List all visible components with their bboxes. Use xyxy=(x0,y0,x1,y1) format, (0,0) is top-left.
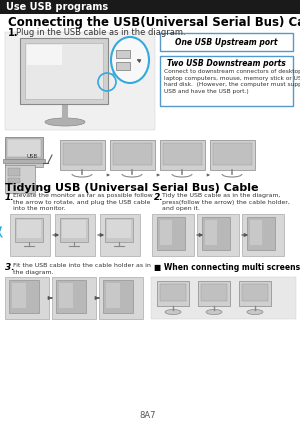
Ellipse shape xyxy=(111,37,149,83)
Bar xyxy=(63,143,102,165)
Bar xyxy=(62,105,68,123)
Bar xyxy=(116,62,130,70)
Ellipse shape xyxy=(247,309,263,314)
Bar xyxy=(62,220,86,238)
Bar xyxy=(116,50,130,58)
Bar xyxy=(5,137,43,167)
Text: 3.: 3. xyxy=(5,263,15,272)
Bar xyxy=(202,217,230,250)
Bar xyxy=(151,277,296,319)
Bar xyxy=(8,178,20,183)
Text: Elevate the monitor as far as possible follow
the arrow to rotate, and plug the : Elevate the monitor as far as possible f… xyxy=(13,193,153,211)
Bar xyxy=(197,214,239,256)
Text: Fit the USB cable into the cable holder as in
the diagram.: Fit the USB cable into the cable holder … xyxy=(13,263,151,275)
Ellipse shape xyxy=(45,118,85,126)
Bar xyxy=(56,280,86,313)
Bar xyxy=(152,214,194,256)
Bar xyxy=(213,143,252,165)
Bar xyxy=(242,284,268,301)
Bar xyxy=(239,281,271,306)
Bar xyxy=(205,220,217,245)
Bar xyxy=(113,143,152,165)
Bar xyxy=(107,220,131,238)
Bar xyxy=(160,284,186,301)
Text: Tidy the USB cable as in the diagram,
press(follow the arrow) the cable holder,
: Tidy the USB cable as in the diagram, pr… xyxy=(162,193,290,211)
Bar xyxy=(8,168,20,176)
Text: 8A7: 8A7 xyxy=(140,411,156,420)
Text: Use USB programs: Use USB programs xyxy=(6,2,108,12)
Text: 1.: 1. xyxy=(8,28,19,38)
Bar xyxy=(210,140,255,170)
Text: Plug in the USB cable as in the diagram.: Plug in the USB cable as in the diagram. xyxy=(16,28,186,37)
Bar xyxy=(25,43,103,99)
Bar xyxy=(110,140,155,170)
Bar xyxy=(27,45,62,65)
Bar xyxy=(99,277,143,319)
Text: 2.: 2. xyxy=(154,193,164,202)
Bar xyxy=(7,139,41,157)
Text: Tidying USB (Universal Serial Bus) Cable: Tidying USB (Universal Serial Bus) Cable xyxy=(5,183,259,193)
Bar xyxy=(5,165,35,193)
Ellipse shape xyxy=(165,309,181,314)
Text: USB: USB xyxy=(26,154,38,159)
Bar xyxy=(52,277,96,319)
Bar xyxy=(15,218,43,242)
Text: Connect to downstream connectors of desktop or
laptop computers, mouse, memory s: Connect to downstream connectors of desk… xyxy=(164,69,300,94)
Text: One USB Upstream port: One USB Upstream port xyxy=(175,37,278,46)
Bar xyxy=(160,56,293,106)
Bar xyxy=(17,220,41,238)
Text: 1.: 1. xyxy=(5,193,15,202)
Bar xyxy=(201,284,227,301)
Ellipse shape xyxy=(206,309,222,314)
Bar xyxy=(10,214,50,256)
Bar xyxy=(247,217,275,250)
Bar xyxy=(5,277,49,319)
Bar xyxy=(5,137,43,159)
Bar xyxy=(20,38,108,104)
Bar xyxy=(160,140,205,170)
Bar xyxy=(198,281,230,306)
Bar xyxy=(59,283,73,308)
Bar xyxy=(100,214,140,256)
Bar xyxy=(160,220,172,245)
Text: Connecting the USB(Universal Serial Bus) Cable: Connecting the USB(Universal Serial Bus)… xyxy=(8,16,300,29)
Bar xyxy=(106,283,120,308)
Text: Two USB Downstream ports: Two USB Downstream ports xyxy=(167,59,286,68)
Bar xyxy=(160,33,293,51)
Bar xyxy=(9,280,39,313)
Bar xyxy=(163,143,202,165)
Bar xyxy=(5,32,155,130)
Bar xyxy=(60,140,105,170)
Bar xyxy=(242,214,284,256)
Text: ■ When connecting multi screens: ■ When connecting multi screens xyxy=(154,263,300,272)
Bar xyxy=(105,218,133,242)
Bar xyxy=(103,280,133,313)
Bar xyxy=(12,283,26,308)
Bar xyxy=(0,0,300,14)
Bar xyxy=(157,281,189,306)
Bar xyxy=(60,218,88,242)
Bar xyxy=(55,214,95,256)
Bar xyxy=(250,220,262,245)
Bar xyxy=(3,159,45,163)
Bar xyxy=(157,217,185,250)
